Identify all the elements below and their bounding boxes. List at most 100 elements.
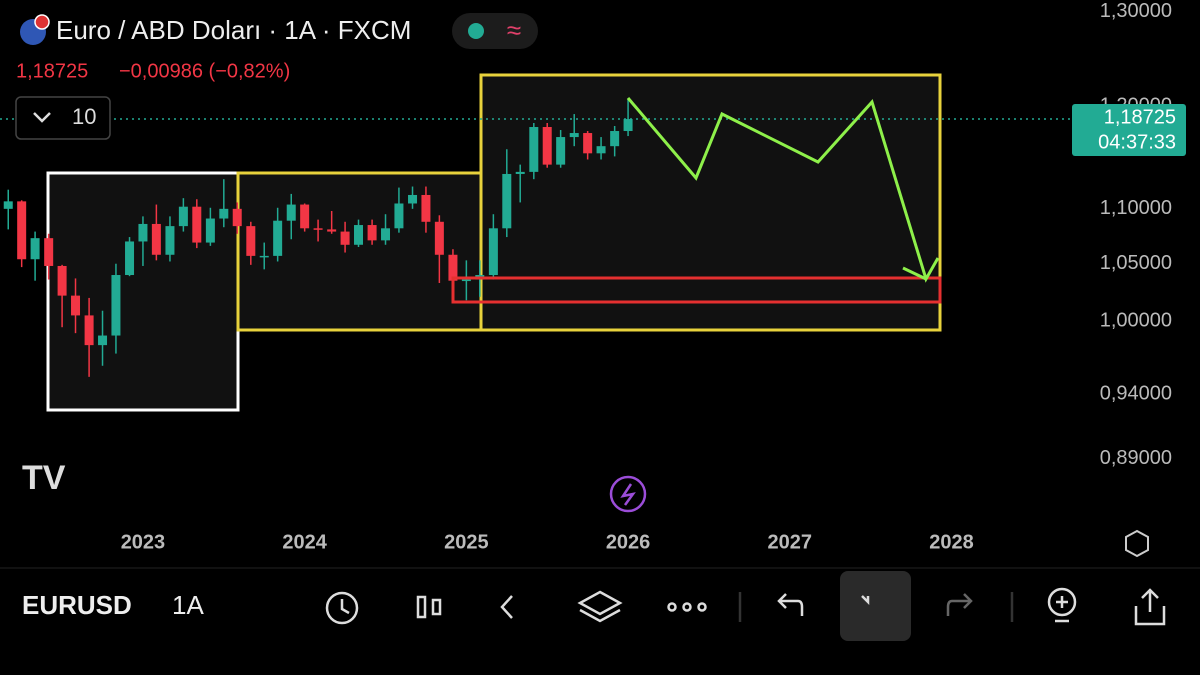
x-tick-label: 2025 — [444, 531, 489, 553]
redo-icon[interactable] — [946, 593, 973, 616]
undo-icon[interactable] — [777, 593, 804, 616]
candle-body — [502, 173, 512, 229]
candle-body — [408, 194, 418, 204]
x-tick-label: 2026 — [606, 531, 651, 553]
candle-body — [125, 241, 135, 276]
candle-body — [623, 119, 633, 132]
layers-icon[interactable] — [577, 590, 623, 616]
candle-body — [286, 204, 296, 221]
market-open-dot — [468, 23, 484, 39]
bar-count: 10 — [72, 104, 96, 129]
x-tick-label: 2023 — [121, 531, 166, 553]
candle-body — [610, 131, 620, 147]
toolbar-icons — [325, 571, 1166, 641]
candle-body — [192, 206, 202, 243]
candle-body — [313, 228, 323, 230]
y-tick-label: 1,05000 — [1100, 252, 1172, 274]
candle-body — [596, 146, 606, 154]
candle-body — [556, 137, 566, 165]
title: Euro / ABD Doları · 1A · FXCM — [56, 15, 411, 45]
candle-body — [219, 208, 229, 219]
candle-body — [340, 231, 350, 245]
candle-body — [30, 238, 40, 260]
symbol-flag-us — [34, 14, 50, 30]
chevron — [33, 112, 51, 123]
candle-body — [394, 203, 404, 229]
candle-body — [98, 335, 108, 346]
candle-body — [57, 265, 67, 296]
y-tick-label: 0,94000 — [1100, 383, 1172, 405]
lightning-icon — [620, 483, 636, 506]
candle-body — [151, 223, 161, 255]
candle-body — [461, 279, 471, 282]
bar-count-button[interactable] — [15, 96, 111, 140]
candle-body — [71, 295, 81, 316]
candle-body — [569, 133, 579, 138]
indicator-icon: ≈ — [507, 15, 521, 45]
toolbar-interval[interactable]: 1A — [172, 590, 204, 620]
box-2025 — [479, 73, 942, 332]
layers-icon-2 — [579, 608, 621, 623]
candle-body — [583, 133, 593, 154]
alert-icon[interactable] — [325, 591, 359, 625]
projection-arrow — [902, 266, 927, 281]
price-axis-label — [1072, 104, 1186, 156]
x-tick-label: 2024 — [282, 531, 327, 553]
candle-body — [165, 226, 175, 255]
candle-body — [529, 127, 539, 172]
dot[interactable] — [667, 602, 677, 612]
lightning-button[interactable] — [609, 475, 647, 513]
price-change: −0,00986 (−0,82%) — [119, 60, 290, 82]
drawings — [46, 73, 942, 412]
candles-icon[interactable] — [416, 595, 427, 619]
candle-body — [246, 226, 256, 256]
fullscreen-button[interactable] — [840, 571, 911, 641]
candle-body — [367, 225, 377, 241]
settings-icon[interactable] — [1125, 529, 1149, 558]
candle-body — [111, 275, 121, 336]
y-tick-label: 1,00000 — [1100, 310, 1172, 332]
countdown: 04:37:33 — [1098, 131, 1176, 153]
y-tick-label: 1,30000 — [1100, 0, 1172, 22]
candle-body — [273, 220, 283, 256]
last-price: 1,18725 — [16, 60, 88, 82]
support-zone — [451, 276, 942, 304]
y-tick-label: 1,10000 — [1100, 197, 1172, 219]
candle-body — [354, 225, 364, 245]
candle-body — [3, 201, 13, 209]
candle-body — [205, 218, 215, 243]
candle-body — [381, 228, 391, 241]
dot — [682, 602, 692, 612]
ideas-icon[interactable] — [1047, 587, 1077, 617]
candle-body — [421, 194, 431, 222]
candle-body — [17, 201, 27, 260]
alert-hands — [340, 599, 350, 615]
candle-body — [542, 127, 552, 165]
box-2023 — [46, 171, 240, 412]
share-icon[interactable] — [1134, 588, 1166, 626]
candle-body — [448, 254, 458, 281]
tv-logo: TV — [22, 459, 66, 497]
candles-icon-2 — [431, 598, 442, 616]
candle-body — [232, 208, 242, 227]
replay-icon[interactable] — [500, 595, 513, 619]
axis-price: 1,18725 — [1104, 106, 1176, 128]
status-pill[interactable] — [452, 13, 538, 49]
candle-body — [178, 206, 188, 227]
dot — [697, 602, 707, 612]
candle-body — [515, 171, 525, 174]
y-tick-label: 0,89000 — [1100, 447, 1172, 469]
candle-body — [138, 223, 148, 242]
x-tick-label: 2028 — [929, 531, 974, 553]
candle-body — [259, 255, 269, 258]
candle-body — [44, 238, 54, 266]
candle-body — [434, 221, 444, 255]
candle-body — [300, 204, 310, 229]
toolbar-symbol[interactable]: EURUSD — [22, 590, 132, 620]
candle-body — [488, 228, 498, 276]
x-tick-label: 2027 — [768, 531, 813, 553]
candle-body — [327, 229, 337, 232]
candle-body — [84, 315, 94, 346]
collapse-icon — [861, 595, 870, 606]
